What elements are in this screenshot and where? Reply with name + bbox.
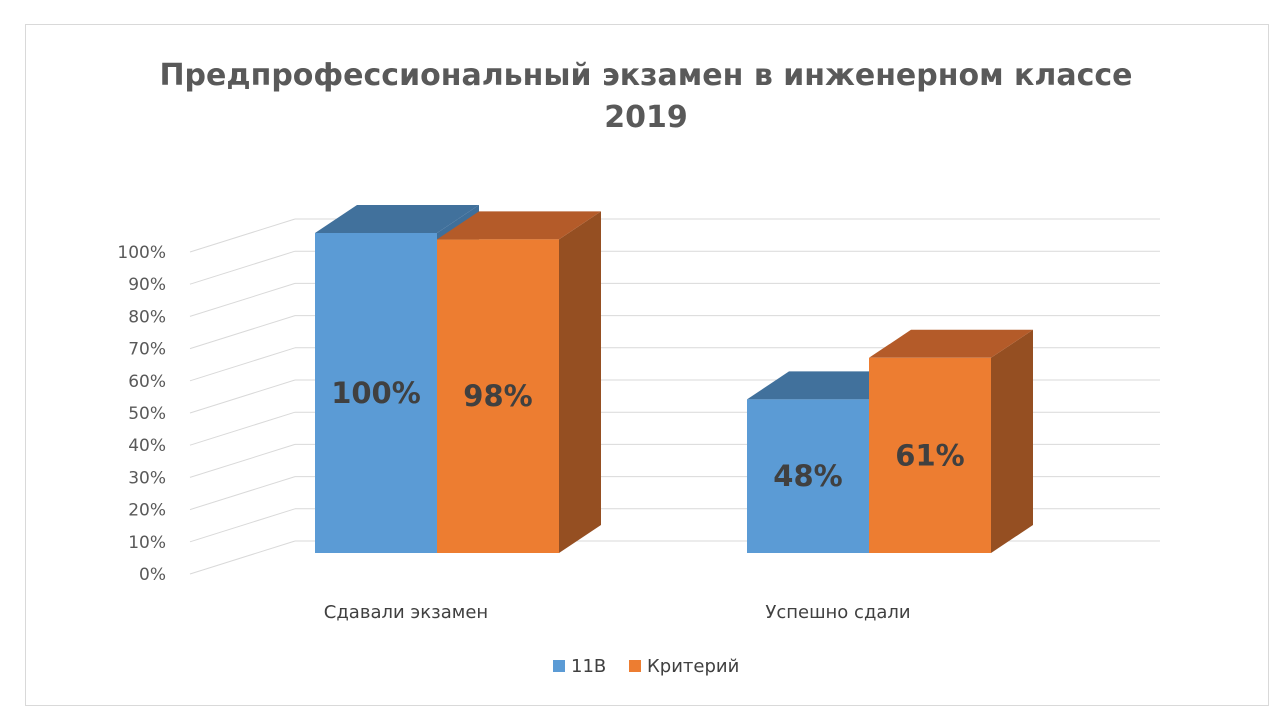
y-tick-label: 40% [128,436,166,456]
legend-swatch [553,660,565,672]
data-labels: 100% 98% 48% 61% [331,376,965,493]
y-axis-ticks: 0% 10% 20% 30% 40% 50% 60% 70% 80% 90% 100% [117,243,166,585]
gridline-diagonal [189,347,296,382]
bar-side-face [991,329,1033,553]
gridline-diagonal [189,315,296,350]
y-tick-label: 0% [139,565,166,585]
gridline-diagonal [189,443,296,478]
bar [747,399,869,553]
y-tick-label: 80% [128,307,166,327]
legend-label: 11В [571,656,606,677]
bar-top-face [869,329,1033,358]
gridline-diagonal [189,282,296,317]
data-label: 61% [895,438,964,472]
legend-swatch [629,660,641,672]
bar-side-face [559,211,601,553]
gridline-diagonal [189,540,296,575]
x-axis-categories: Сдавали экзамен Успешно сдали [324,602,911,623]
bar [315,233,437,553]
chart-frame [25,24,1269,706]
bar [869,357,991,553]
gridline-diagonal [189,218,296,253]
y-tick-label: 90% [128,275,166,295]
legend: 11В Критерий [553,656,739,677]
gridline-diagonal [189,250,296,285]
y-tick-label: 10% [128,533,166,553]
gridline-diagonal [189,508,296,543]
y-tick-label: 60% [128,372,166,392]
gridline-diagonal [189,411,296,446]
data-label: 98% [463,379,532,413]
data-label: 100% [331,376,421,410]
x-category-label: Успешно сдали [765,602,910,623]
gridline-diagonal [189,379,296,414]
bar-top-face [315,205,479,233]
y-tick-label: 20% [128,501,166,521]
y-tick-label: 30% [128,468,166,488]
chart-title-line-2: 2019 [604,100,688,135]
bars [315,205,1033,553]
y-tick-label: 50% [128,404,166,424]
x-category-label: Сдавали экзамен [324,602,488,623]
gridline-diagonal [189,476,296,511]
bar [437,239,559,553]
chart-title-line-1: Предпрофессиональный экзамен в инженерно… [159,58,1132,93]
legend-label: Критерий [647,656,739,677]
y-tick-label: 70% [128,340,166,360]
data-label: 48% [773,459,842,493]
bar-top-face [437,211,601,240]
y-tick-label: 100% [117,243,166,263]
